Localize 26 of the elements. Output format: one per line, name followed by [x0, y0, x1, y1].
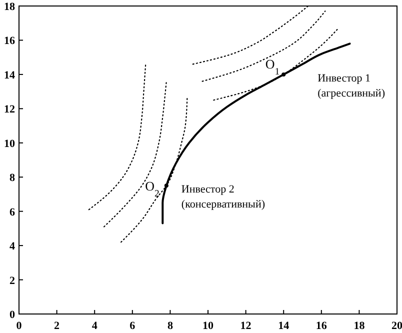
x-tick-label: 20 [392, 320, 402, 332]
line-series [88, 64, 146, 210]
x-tick-label: 6 [130, 320, 136, 332]
annotation: O$_{2}$ [145, 178, 160, 200]
y-tick-label: 0 [10, 309, 16, 321]
y-tick-label: 12 [4, 104, 16, 116]
x-tick-label: 14 [278, 320, 290, 332]
annotation: Инвестор 1 (агрессивный) [318, 72, 386, 100]
x-tick-label: 18 [354, 320, 366, 332]
x-tick-label: 4 [92, 320, 98, 332]
y-tick-label: 16 [4, 35, 16, 48]
line-series [104, 80, 167, 228]
x-tick-label: 2 [54, 320, 60, 332]
x-tick-label: 12 [240, 320, 252, 332]
y-tick-label: 8 [10, 172, 16, 184]
x-tick-label: 8 [167, 320, 174, 332]
annotation: O$_{1}$ [265, 56, 280, 77]
y-tick-label: 18 [4, 1, 16, 13]
y-tick-label: 4 [10, 240, 16, 253]
y-tick-label: 10 [4, 138, 16, 150]
y-tick-label: 2 [10, 274, 16, 287]
y-tick-label: 6 [10, 206, 16, 218]
x-tick-label: 16 [316, 320, 328, 332]
x-tick-label: 10 [202, 320, 214, 332]
annotation: Инвестор 2 (консервативный) [181, 184, 266, 211]
y-tick-label: 14 [4, 69, 16, 82]
